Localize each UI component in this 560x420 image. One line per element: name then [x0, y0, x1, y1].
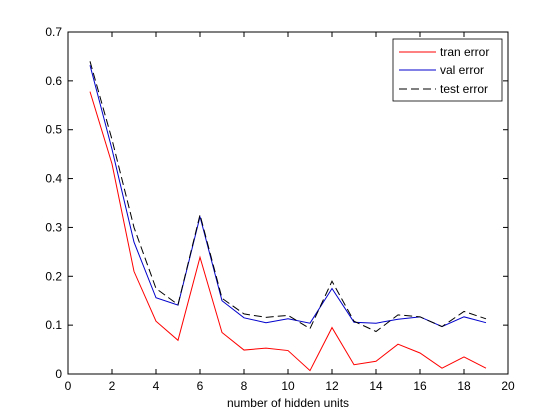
x-tick-label: 10 — [281, 379, 295, 393]
x-tick-label: 14 — [369, 379, 383, 393]
y-tick-label: 0.5 — [45, 123, 62, 137]
legend: tran error val error test error — [393, 39, 502, 101]
x-tick-label: 20 — [501, 379, 515, 393]
legend-label: tran error — [440, 45, 489, 59]
x-tick-label: 12 — [325, 379, 339, 393]
x-tick-label: 18 — [457, 379, 471, 393]
x-tick-label: 8 — [241, 379, 248, 393]
x-tick-label: 0 — [65, 379, 72, 393]
x-tick-label: 2 — [109, 379, 116, 393]
y-tick-label: 0.4 — [45, 172, 62, 186]
y-tick-label: 0.2 — [45, 269, 62, 283]
x-tick-label: 6 — [197, 379, 204, 393]
y-tick-label: 0 — [55, 367, 62, 381]
x-axis-label: number of hidden units — [227, 396, 349, 410]
x-tick-label: 4 — [153, 379, 160, 393]
y-tick-label: 0.3 — [45, 220, 62, 234]
y-tick-label: 0.1 — [45, 318, 62, 332]
legend-label: val error — [440, 63, 484, 77]
y-tick-label: 0.7 — [45, 25, 62, 39]
x-tick-label: 16 — [413, 379, 427, 393]
y-tick-label: 0.6 — [45, 74, 62, 88]
legend-label: test error — [440, 82, 488, 96]
